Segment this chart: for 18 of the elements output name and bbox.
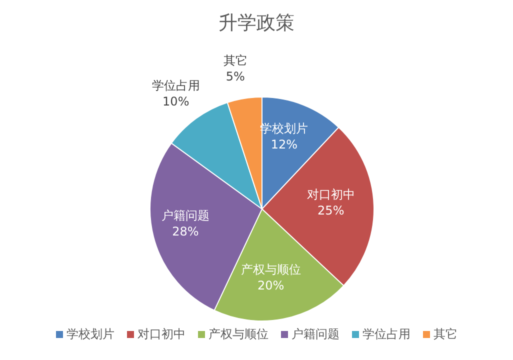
legend-label: 其它	[432, 326, 458, 343]
legend-label: 对口初中	[136, 326, 186, 343]
chart-title: 升学政策	[218, 11, 296, 36]
data-label: 5%	[226, 70, 245, 84]
legend-label: 学位占用	[362, 326, 410, 343]
data-label: 12%	[270, 137, 298, 152]
data-label: 28%	[172, 224, 199, 238]
legend-label: 产权与顺位	[208, 326, 268, 343]
slice-label: 对口初中	[306, 188, 355, 202]
legend-label: 户籍问题	[290, 326, 340, 343]
slice-label: 其它	[223, 54, 248, 68]
legend-label: 学校划片	[66, 326, 114, 343]
slice-label: 学位占用	[152, 78, 200, 92]
data-label: 10%	[162, 94, 190, 108]
slice-label: 产权与顺位	[240, 262, 301, 277]
data-label: 25%	[318, 204, 344, 218]
slice-label: 户籍问题	[161, 208, 210, 222]
data-label: 20%	[258, 278, 284, 293]
